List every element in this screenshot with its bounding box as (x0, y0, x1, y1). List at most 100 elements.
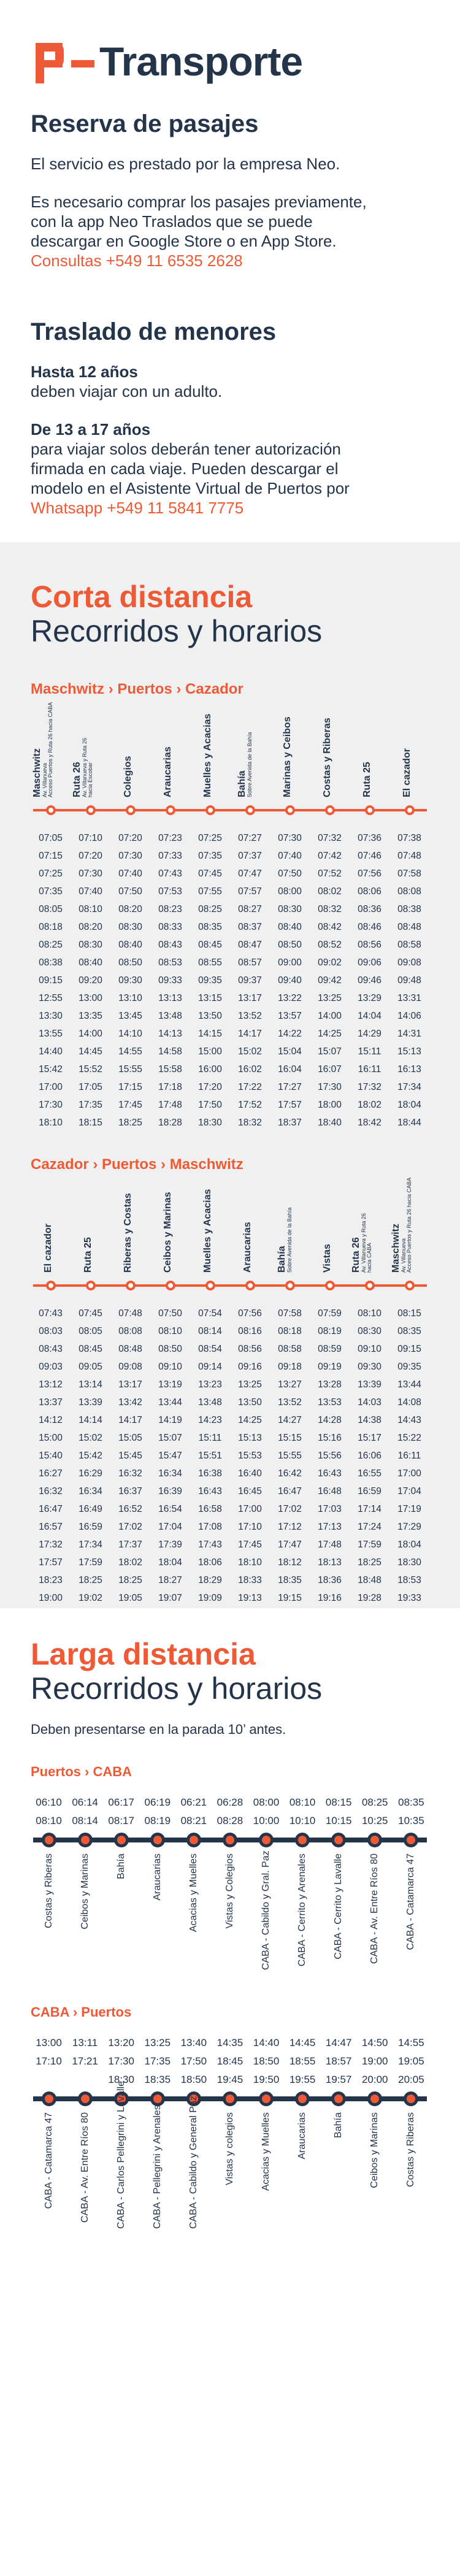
time-cell: 15:17 (358, 1432, 381, 1443)
time-cell: 13:22 (278, 992, 302, 1003)
time-cell: 17:27 (278, 1081, 302, 1092)
time-cell: 08:40 (118, 939, 142, 950)
time-cell: 14:17 (238, 1028, 262, 1039)
time-cell: 07:43 (158, 868, 182, 879)
time-cell: 15:53 (238, 1450, 262, 1461)
time-cell: 08:57 (238, 957, 262, 968)
reserva-contact-link[interactable]: Consultas +549 11 6535 2628 (31, 251, 243, 270)
table-row: 13:37 13:39 13:42 13:44 13:48 13:50 13:52 13:53… (31, 1393, 429, 1411)
table-row: 08:25 08:30 08:40 08:43 08:45 08:47 08:50 08:52… (31, 936, 429, 954)
time-cell: 07:35 (39, 886, 63, 897)
stop-name: CABA - Cabildo y General Paz (188, 2096, 199, 2229)
stop-name: Costas y Riberas (43, 1853, 54, 1928)
time-cell: 14:45 (289, 2037, 316, 2049)
time-cell: 08:05 (79, 1325, 102, 1336)
stop-sub: Acceso Puertos y Ruta 26 hacia CABA (405, 1177, 412, 1273)
time-cell: 14:00 (318, 1010, 342, 1021)
stop-name: Ruta 26 (350, 1237, 361, 1273)
stop-marker-icon (259, 1833, 274, 1847)
stop-marker-icon (113, 1833, 129, 1847)
stop-sub: Sobre Avenida de la Bahía (246, 732, 253, 797)
time-cell: 13:35 (79, 1010, 102, 1021)
time-cell: 17:30 (318, 1081, 342, 1092)
time-cell: 17:50 (180, 2055, 207, 2067)
time-cell: 16:47 (278, 1485, 302, 1497)
time-cell: 16:57 (39, 1521, 63, 1532)
table-row: 08:43 08:45 08:48 08:50 08:54 08:56 08:58 08:59… (31, 1340, 429, 1358)
table-row: 07:25 07:30 07:40 07:43 07:45 07:47 07:50 07:52… (31, 865, 429, 883)
menores-whatsapp-link[interactable]: Whatsapp +549 11 5841 7775 (31, 499, 244, 517)
time-cell: 18:57 (325, 2055, 352, 2067)
time-cell: 18:04 (397, 1539, 421, 1550)
time-cell: 14:13 (158, 1028, 182, 1039)
time-cell: 13:25 (238, 1379, 262, 1390)
time-cell: 09:00 (278, 957, 302, 968)
time-cell: 13:31 (397, 992, 421, 1003)
time-cell: 08:10 (79, 903, 102, 914)
time-cell: 08:58 (278, 1343, 302, 1354)
stop-name: Ruta 25 (361, 762, 372, 797)
time-cell: 13:52 (238, 1010, 262, 1021)
time-cell: 13:30 (39, 1010, 63, 1021)
stop-label: El cazador (402, 705, 412, 797)
time-cell: 08:59 (318, 1343, 342, 1354)
time-cell: 08:20 (79, 921, 102, 932)
time-cell: 17:00 (397, 1468, 421, 1479)
time-cell: 08:25 (198, 903, 222, 914)
time-cell: 17:57 (39, 1557, 63, 1568)
time-cell: 18:42 (358, 1117, 381, 1128)
time-cell: 08:10 (36, 1815, 62, 1827)
time-cell: 13:44 (158, 1397, 182, 1408)
stop-marker-icon (295, 1833, 310, 1847)
time-cell: 07:30 (79, 868, 102, 879)
stop-name: Araucarias (151, 1853, 163, 1901)
stop-name: CABA - Catamarca 47 (405, 1853, 416, 1950)
time-cell: 08:06 (358, 886, 381, 897)
time-cell: 19:33 (397, 1592, 421, 1603)
menores-h1: Hasta 12 años (31, 362, 138, 381)
time-cell: 06:14 (72, 1796, 98, 1808)
table-row: 14:12 14:14 14:17 14:19 14:23 14:25 14:27 14:28… (31, 1411, 429, 1429)
time-cell: 14:55 (118, 1046, 142, 1057)
stop-name: Colegios (122, 756, 133, 797)
table-row: 18:23 18:25 18:25 18:27 18:29 18:33 18:35 18:36… (31, 1571, 429, 1589)
table-row: 13:55 14:00 14:10 14:13 14:15 14:17 14:22 14:25… (31, 1025, 429, 1043)
route-line (31, 1279, 429, 1292)
time-cell: 16:59 (358, 1485, 381, 1497)
timetable: 07:05 07:10 07:20 07:23 07:25 07:27 07:30 07:32… (31, 829, 429, 1132)
table-row: 18:30 18:35 18:50 19:45 19:50 19:55 19:57 20:00… (31, 2071, 429, 2089)
time-cell: 16:13 (397, 1064, 421, 1075)
time-cell: 15:02 (79, 1432, 102, 1443)
time-cell: 19:05 (118, 1592, 142, 1603)
time-cell: 08:10 (158, 1325, 182, 1336)
time-cell: 17:35 (144, 2055, 171, 2067)
table-row: 15:42 15:52 15:55 15:58 16:00 16:02 16:04 16:07… (31, 1060, 429, 1078)
time-cell: 07:30 (118, 850, 142, 861)
time-cell: 17:20 (198, 1081, 222, 1092)
time-cell: 08:10 (289, 1796, 316, 1808)
stop-marker-icon (295, 2091, 310, 2106)
time-cell: 14:25 (318, 1028, 342, 1039)
stop-name: Muelles y Acacias (202, 713, 213, 797)
table-row: 07:43 07:45 07:48 07:50 07:54 07:56 07:58 07:59… (31, 1305, 429, 1322)
time-cell: 08:00 (253, 1796, 280, 1808)
route-title: Puertos › CABA (31, 1764, 132, 1779)
time-cell: 14:50 (361, 2037, 388, 2049)
time-cell: 14:08 (397, 1397, 421, 1408)
time-cell: 16:42 (278, 1468, 302, 1479)
time-cell: 08:48 (397, 921, 421, 932)
stop-marker-icon (77, 1833, 93, 1847)
time-cell: 09:20 (79, 975, 102, 986)
time-cell: 15:00 (39, 1432, 63, 1443)
table-row: 07:35 07:40 07:50 07:53 07:55 07:57 08:00 08:02… (31, 883, 429, 900)
time-cell: 17:30 (108, 2055, 134, 2067)
stop-name: Acacias y Muelles (261, 2112, 272, 2191)
time-cell: 13:17 (118, 1379, 142, 1390)
time-cell: 14:04 (358, 1010, 381, 1021)
stop-sub: Sobre Avenida de la Bahía (286, 1207, 293, 1273)
time-cell: 07:40 (278, 850, 302, 861)
time-cell: 18:53 (397, 1574, 421, 1585)
time-cell: 15:42 (39, 1064, 63, 1075)
time-cell: 17:10 (36, 2055, 62, 2067)
table-row: 06:10 06:14 06:17 06:19 06:21 06:28 08:00 08:10… (31, 1793, 429, 1812)
